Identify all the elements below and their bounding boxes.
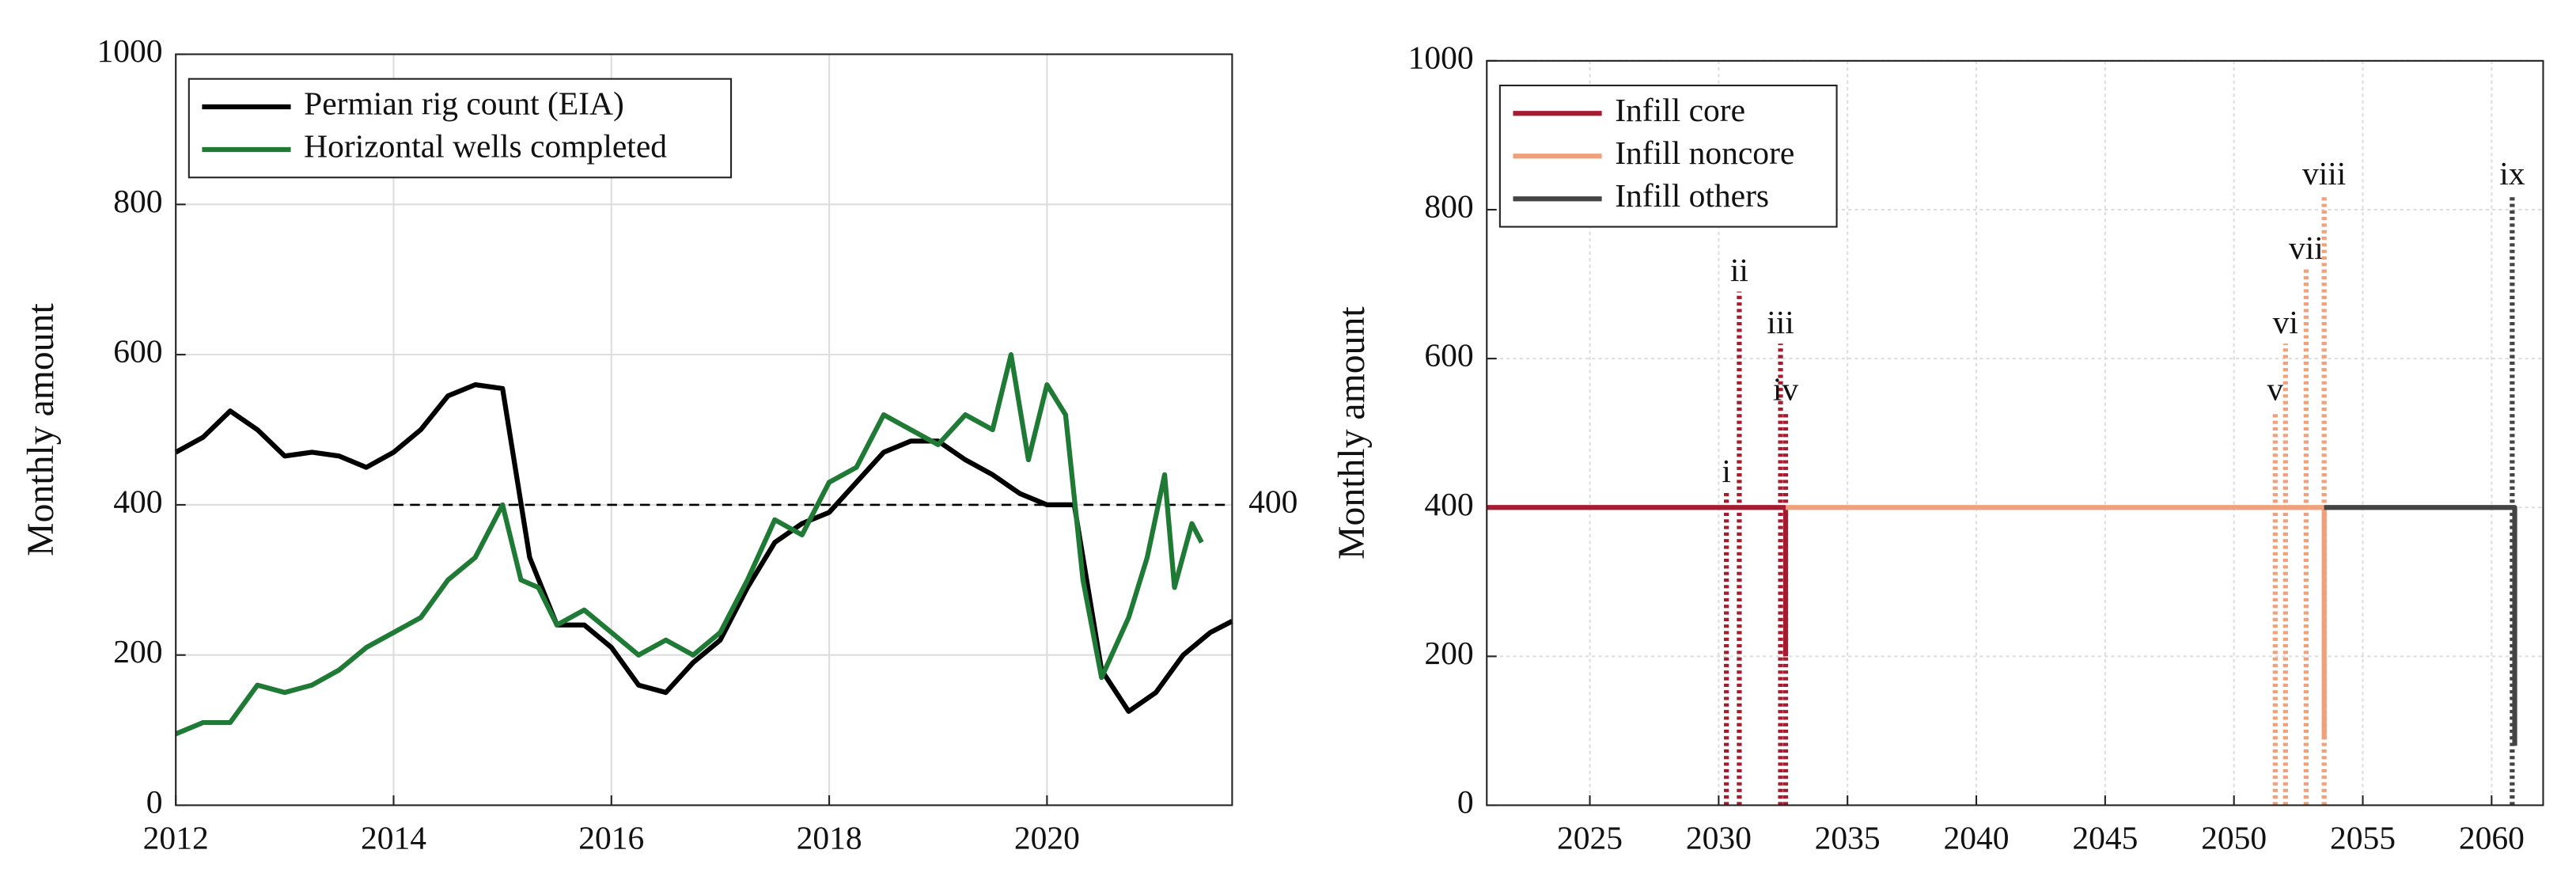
y-axis-label: Monthly amount	[1331, 306, 1373, 559]
legend-label: Infill others	[1615, 177, 1769, 214]
plot-area	[176, 54, 1233, 806]
marker-label: iv	[1773, 371, 1799, 408]
y-tick-label: 400	[1424, 486, 1473, 522]
y-tick-label: 1000	[97, 32, 163, 69]
y-tick-label: 0	[146, 783, 163, 820]
marker-label: i	[1722, 453, 1731, 489]
marker-label: ix	[2499, 155, 2525, 192]
y-tick-label: 600	[113, 333, 162, 370]
legend-label: Permian rig count (EIA)	[304, 85, 624, 123]
y-tick-label: 0	[1457, 783, 1474, 820]
reference-label: 400	[1248, 483, 1297, 519]
legend-label: Horizontal wells completed	[304, 128, 667, 165]
series-line	[174, 352, 1204, 737]
x-tick-label: 2014	[361, 820, 426, 856]
x-tick-label: 2016	[578, 820, 644, 856]
y-tick-label: 1000	[1408, 39, 1474, 75]
y-tick-label: 800	[113, 183, 162, 219]
marker-label: v	[2267, 371, 2283, 408]
marker-label: viii	[2302, 155, 2346, 192]
legend-box	[188, 78, 733, 179]
y-tick-label: 200	[1424, 635, 1473, 671]
x-tick-label: 2055	[2330, 820, 2396, 856]
y-tick-label: 800	[1424, 188, 1473, 225]
x-tick-label: 2050	[2201, 820, 2267, 856]
x-tick-label: 2035	[1815, 820, 1881, 856]
y-tick-label: 400	[113, 483, 162, 519]
series-line	[174, 382, 1233, 715]
legend-label: Infill noncore	[1615, 135, 1794, 171]
y-tick-label: 200	[113, 633, 162, 669]
marker-label: vi	[2273, 304, 2298, 340]
axes-frame	[175, 53, 1233, 806]
legend-label: Infill core	[1615, 92, 1745, 128]
marker-label: ii	[1730, 252, 1748, 288]
x-tick-label: 2040	[1943, 820, 2009, 856]
x-tick-label: 2018	[797, 820, 862, 856]
x-tick-label: 2012	[143, 820, 209, 856]
x-tick-label: 2045	[2072, 820, 2138, 856]
x-tick-label: 2025	[1557, 820, 1623, 856]
y-axis-label: Monthly amount	[20, 303, 62, 556]
series-line	[2324, 505, 2517, 746]
marker-label: vii	[2289, 229, 2324, 266]
x-tick-label: 2030	[1686, 820, 1752, 856]
axes-frame	[1486, 59, 2544, 806]
y-tick-label: 600	[1424, 337, 1473, 374]
x-tick-label: 2020	[1014, 820, 1080, 856]
x-tick-label: 2060	[2459, 820, 2525, 856]
marker-label: iii	[1767, 304, 1794, 340]
